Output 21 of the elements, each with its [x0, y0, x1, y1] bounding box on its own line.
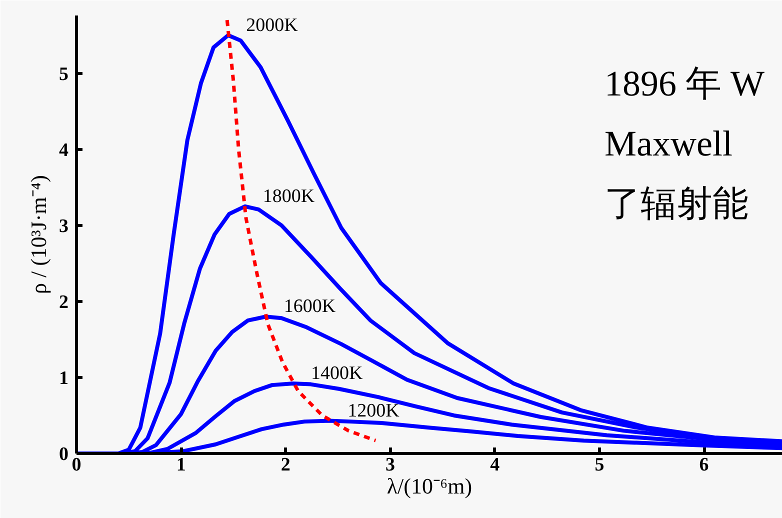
annotation: 1896 年 W — [604, 64, 764, 104]
y-tick-label: 4 — [59, 140, 69, 161]
x-tick-label: 5 — [594, 454, 604, 476]
y-tick-label: 2 — [59, 292, 68, 313]
x-tick-label: 6 — [699, 454, 709, 476]
series-label: 1800K — [262, 186, 315, 207]
x-tick-label: 2 — [280, 454, 290, 476]
series-label: 1400K — [311, 363, 364, 384]
x-tick-label: 3 — [386, 454, 396, 476]
series-label: 1200K — [348, 400, 400, 422]
annotation: Maxwell — [604, 124, 732, 164]
annotation: 了辐射能 — [604, 184, 748, 224]
x-tick-label: 1 — [176, 454, 186, 476]
x-tick-label: 4 — [490, 454, 500, 476]
y-tick-label: 5 — [59, 64, 68, 85]
series-label: 2000K — [246, 14, 298, 36]
series-label: 1600K — [284, 296, 336, 318]
y-tick-label: 1 — [59, 368, 68, 389]
x-axis-title: λ/(10⁻⁶m) — [386, 474, 472, 498]
y-tick-label: 3 — [59, 216, 68, 237]
y-axis-title: ρ / (10³J·m⁻⁴) — [26, 174, 51, 294]
